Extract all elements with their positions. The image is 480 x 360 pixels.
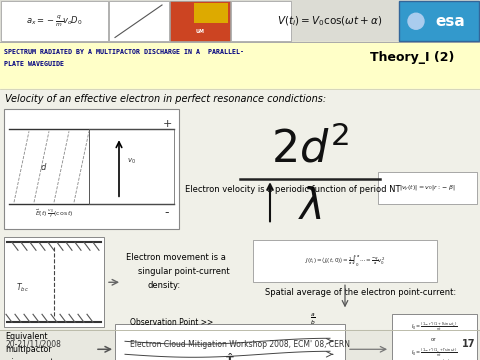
Text: $\mathbf{\hat{T}}$: $\mathbf{\hat{T}}$ <box>225 352 235 360</box>
FancyBboxPatch shape <box>378 172 477 204</box>
FancyBboxPatch shape <box>170 1 230 41</box>
Text: $T_{bc}$: $T_{bc}$ <box>15 281 28 293</box>
Bar <box>0 42 480 89</box>
Bar <box>4 237 104 327</box>
Text: $I_0=\frac{(1-r^N)(1+\Gamma\sin\omega t_0)}{nt}$: $I_0=\frac{(1-r^N)(1+\Gamma\sin\omega t_… <box>411 320 457 333</box>
Bar <box>0 330 480 360</box>
Text: SPECTRUM RADIATED BY A MULTIPACTOR DISCHARGE IN A  PARALLEL-: SPECTRUM RADIATED BY A MULTIPACTOR DISCH… <box>4 49 244 55</box>
Text: density:: density: <box>148 281 181 290</box>
Bar <box>0 89 480 330</box>
Bar <box>4 109 179 229</box>
Text: Electron velocity is a periodic function of period NT: Electron velocity is a periodic function… <box>185 185 400 194</box>
Text: Electron Cloud Mitigation Workshop 2008, ECM' 08, CERN: Electron Cloud Mitigation Workshop 2008,… <box>130 340 350 349</box>
FancyBboxPatch shape <box>1 1 108 41</box>
Text: Spatial average of the electron point-current:: Spatial average of the electron point-cu… <box>265 288 456 297</box>
Text: $\lambda$: $\lambda$ <box>298 186 322 228</box>
FancyBboxPatch shape <box>194 3 228 23</box>
Text: or: or <box>431 337 437 342</box>
FancyBboxPatch shape <box>399 1 479 41</box>
Bar <box>115 324 345 360</box>
Text: Velocity of an effective electron in perfect resonance condictions:: Velocity of an effective electron in per… <box>5 94 326 104</box>
Text: wire current: wire current <box>5 358 54 360</box>
Text: Observation Point >>: Observation Point >> <box>130 318 213 327</box>
Circle shape <box>408 13 424 29</box>
Text: $J(t_i) = \langle J_i(t,0)\rangle = \frac{1}{a}\int_0^a \cdots = \frac{-q}{a}v_0: $J(t_i) = \langle J_i(t,0)\rangle = \fra… <box>305 254 385 269</box>
Text: Electron movement is a: Electron movement is a <box>126 253 226 262</box>
Text: esa: esa <box>435 14 465 29</box>
Text: $d$: $d$ <box>40 161 48 171</box>
Text: $V(t_i) = V_0\cos(\omega t + \alpha)$: $V(t_i) = V_0\cos(\omega t + \alpha)$ <box>277 14 383 28</box>
Text: Equivalent: Equivalent <box>5 332 48 341</box>
Text: $\frac{a}{b}$: $\frac{a}{b}$ <box>310 312 316 327</box>
Text: $I_0=-R_{0,0}\frac{(\cdots)}{nt}$: $I_0=-R_{0,0}\frac{(\cdots)}{nt}$ <box>417 358 451 360</box>
Bar <box>0 0 480 42</box>
FancyBboxPatch shape <box>109 1 169 41</box>
Text: $|v_y(t)|=v_0|r:-\beta|$: $|v_y(t)|=v_0|r:-\beta|$ <box>399 183 455 193</box>
Text: 20-21/11/2008: 20-21/11/2008 <box>5 340 61 349</box>
Text: PLATE WAVEGUIDE: PLATE WAVEGUIDE <box>4 62 64 67</box>
Text: $2d^2$: $2d^2$ <box>271 127 349 172</box>
Text: Theory_I (2): Theory_I (2) <box>370 51 455 64</box>
Text: UM: UM <box>195 30 204 34</box>
Text: +: + <box>162 119 172 129</box>
Text: -: - <box>165 206 169 219</box>
FancyBboxPatch shape <box>253 240 437 282</box>
FancyBboxPatch shape <box>231 1 291 41</box>
Text: $v_0$: $v_0$ <box>127 156 136 166</box>
Text: singular point-current: singular point-current <box>138 267 229 276</box>
Text: multipactor: multipactor <box>5 345 52 354</box>
Text: 17: 17 <box>461 339 475 350</box>
Text: $\vec{E}(t)\;\frac{v_0}{f}(\cos t)$: $\vec{E}(t)\;\frac{v_0}{f}(\cos t)$ <box>35 208 73 220</box>
Text: $a_x = -\frac{q}{m} v_o D_0$: $a_x = -\frac{q}{m} v_o D_0$ <box>25 14 83 29</box>
Text: $I_0=\frac{(1-r^N)(1_0+\Gamma\sin\omega t)}{nt}$: $I_0=\frac{(1-r^N)(1_0+\Gamma\sin\omega … <box>411 346 457 359</box>
Bar <box>392 314 477 360</box>
